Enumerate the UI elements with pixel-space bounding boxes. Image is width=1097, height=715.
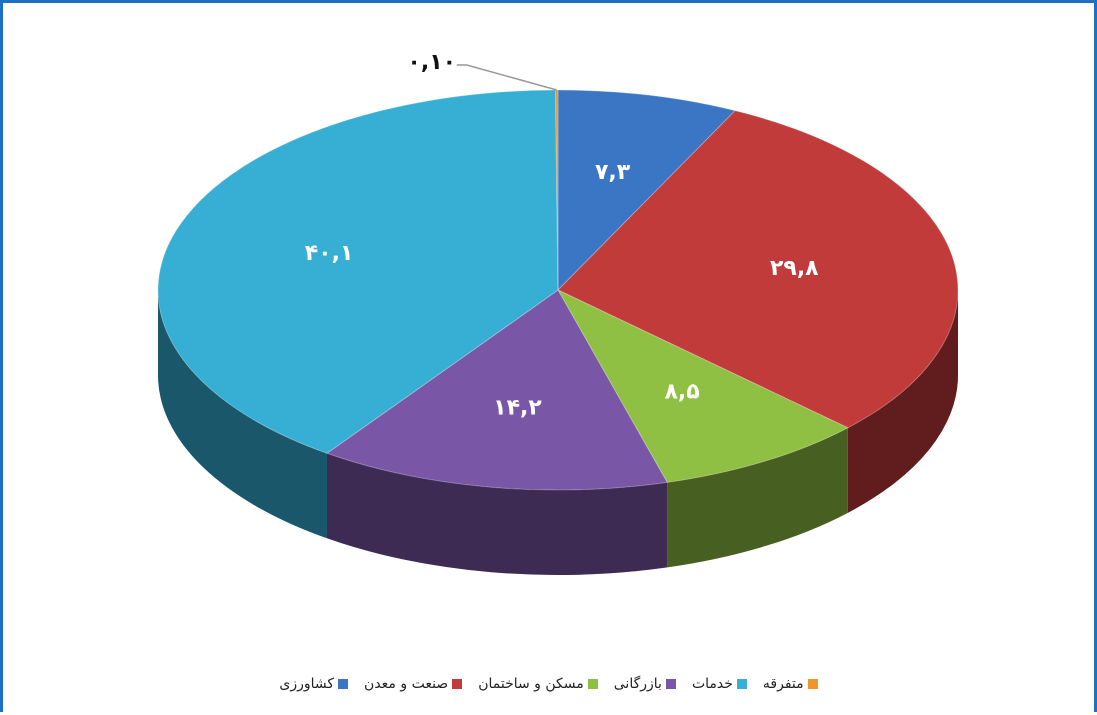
legend-item: صنعت و معدن (364, 676, 463, 692)
legend-item: بازرگانی (614, 676, 676, 692)
data-label: ۲۹,۸ (770, 256, 819, 281)
legend-label: متفرقه (762, 676, 804, 692)
pie-side-shade (326, 453, 668, 575)
legend-swatch (587, 679, 598, 689)
legend-label: مسکن و ساختمان (478, 676, 584, 692)
pie-side-shade (847, 290, 958, 513)
legend-label: کشاورزی (279, 676, 335, 692)
legend-item: متفرقه (763, 676, 818, 692)
data-label: ۱۴,۲ (493, 395, 542, 420)
legend-swatch (452, 679, 463, 689)
pie-slice (157, 89, 559, 454)
data-label: ۷,۳ (595, 160, 631, 185)
leader-line (456, 64, 557, 91)
legend-label: صنعت و معدن (364, 676, 449, 692)
pie-side-shade (667, 427, 848, 568)
pie-slice (556, 288, 849, 483)
data-label: ۸,۵ (665, 380, 700, 405)
legend-swatch (736, 679, 747, 689)
data-label: ۰,۱۰ (407, 50, 456, 75)
legend-swatch (665, 679, 676, 689)
data-label: ۴۰,۱ (305, 241, 354, 266)
pie-side-shade (158, 290, 327, 539)
legend-swatch (338, 679, 349, 689)
legend-label: بازرگانی (613, 676, 662, 692)
legend-item: مسکن و ساختمان (478, 676, 598, 692)
pie-slice (557, 110, 959, 429)
pie-slice (325, 289, 668, 491)
legend-swatch (807, 679, 818, 689)
legend: کشاورزی صنعت و معدن مسکن و ساختمان بازرگانی… (0, 676, 1097, 692)
legend-item: خدمات (692, 676, 747, 692)
pie-slice (557, 89, 737, 292)
legend-item: کشاورزی (279, 676, 349, 692)
legend-label: خدمات (691, 676, 733, 692)
